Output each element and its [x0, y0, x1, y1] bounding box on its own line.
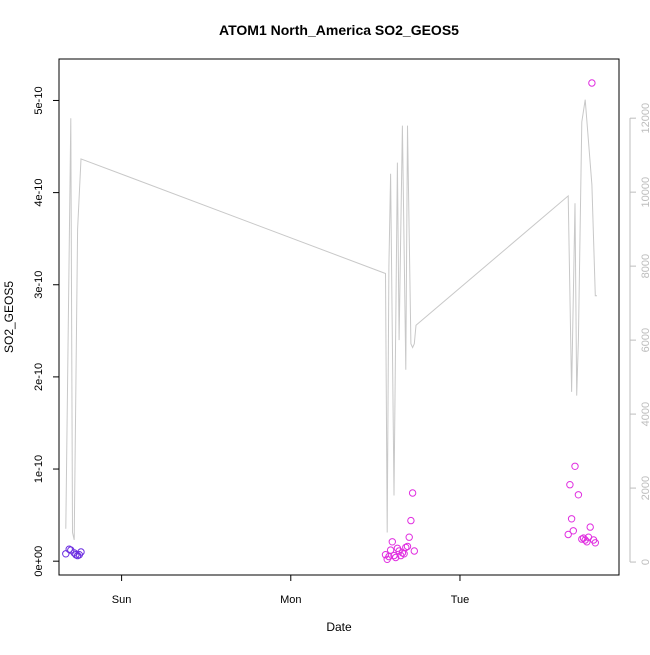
y2-tick-label-2: 4000: [640, 402, 650, 426]
scatter-point-late-6: [392, 553, 400, 562]
scatter-point-late-21: [569, 527, 577, 535]
y2-tick-label-3: 6000: [640, 328, 650, 352]
scatter-point-early-1: [65, 545, 73, 553]
scatter-point-late-3: [386, 546, 395, 554]
scatter-point-late-17: [410, 547, 418, 555]
scatter-point-late-15: [407, 516, 415, 525]
y-axis-label: SO2_GEOS5: [2, 281, 16, 353]
scatter-point-late-30: [588, 79, 596, 87]
x-axis-label: Date: [326, 620, 352, 634]
y-tick-label-0: 0e+00: [33, 546, 45, 577]
y-tick-label-2: 2e-10: [33, 363, 45, 391]
plot-frame: [58, 58, 620, 576]
scatter-point-late-20: [567, 515, 576, 523]
scatter-point-late-32: [591, 539, 599, 547]
y2-tick-label-1: 2000: [640, 476, 650, 500]
axes-layer: 0e+00 1e-10 2e-10 3e-10 4e-10 5e-10 0 2000 4000 6…: [33, 86, 650, 606]
scatter-point-late-27: [583, 538, 591, 546]
x-tick-label-0: Sun: [112, 594, 132, 606]
x-tick-label-2: Tue: [451, 594, 470, 606]
y-tick-label-5: 5e-10: [33, 86, 45, 114]
scatter-point-late-4: [388, 538, 396, 546]
chart-title: ATOM1 North_America SO2_GEOS5: [219, 22, 459, 38]
scatter-point-late-2: [385, 552, 393, 561]
y-tick-label-3: 3e-10: [33, 271, 45, 299]
y2-tick-label-0: 0: [640, 559, 650, 565]
scatter-point-late-16: [408, 489, 417, 497]
scatter-point-late-29: [586, 523, 594, 531]
data-layer: [62, 79, 599, 563]
y-tick-label-1: 1e-10: [33, 455, 45, 483]
y2-tick-label-6: 12000: [640, 103, 650, 134]
scatter-point-late-12: [402, 543, 410, 552]
scatter-point-early-7: [77, 548, 85, 556]
scatter-point-late-19: [566, 481, 574, 489]
y-tick-label-4: 4e-10: [33, 179, 45, 207]
scatter-point-late-13: [403, 542, 412, 551]
y2-tick-label-4: 8000: [640, 254, 650, 278]
y2-tick-label-5: 10000: [640, 177, 650, 208]
scatter-point-late-23: [574, 491, 583, 499]
x-tick-label-1: Mon: [280, 594, 301, 606]
scatter-point-late-22: [571, 462, 579, 470]
scatter-point-late-18: [564, 530, 572, 539]
scatter-point-late-14: [405, 533, 413, 541]
series-line-0: [65, 99, 597, 541]
